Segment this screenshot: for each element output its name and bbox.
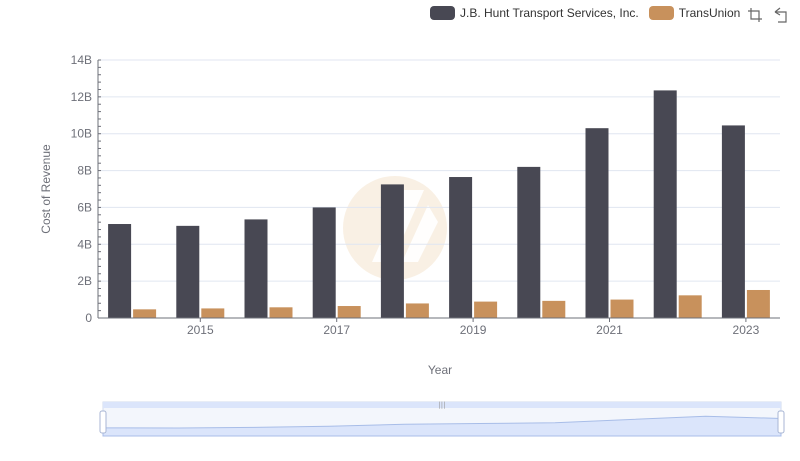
slider-handle-left[interactable] [99,410,107,434]
bar-jbhunt-2019[interactable] [449,177,473,318]
bar-jbhunt-2018[interactable] [380,184,404,318]
legend-label-jbhunt: J.B. Hunt Transport Services, Inc. [460,6,639,20]
y-tick-label: 12B [71,90,92,104]
bar-jbhunt-2022[interactable] [653,90,677,319]
bar-jbhunt-2016[interactable] [244,219,268,318]
bar-jbhunt-2020[interactable] [517,166,541,318]
y-tick-label: 2B [77,274,92,288]
bar-transunion-2019[interactable] [474,301,498,318]
y-tick-label: 4B [77,237,92,251]
bar-transunion-2021[interactable] [610,299,634,318]
chart-legend: J.B. Hunt Transport Services, Inc. Trans… [430,4,750,22]
bar-transunion-2015[interactable] [201,308,225,318]
x-tick-label: 2015 [187,323,214,337]
bar-jbhunt-2014[interactable] [108,224,132,318]
chart-toolbox [746,6,790,24]
bars-layer [108,90,770,319]
bar-jbhunt-2015[interactable] [176,225,200,318]
x-tick-label: 2019 [460,323,487,337]
bar-transunion-2023[interactable] [746,289,770,318]
y-tick-label: 6B [77,200,92,214]
bar-transunion-2022[interactable] [678,295,702,318]
bar-transunion-2016[interactable] [269,307,293,318]
legend-item-transunion[interactable]: TransUnion [648,6,741,20]
x-tick-label: 2021 [596,323,623,337]
y-tick-label: 0 [85,311,92,325]
slider-grip-icon[interactable]: ||| [438,401,445,409]
bar-transunion-2014[interactable] [133,309,157,318]
data-zoom-slider[interactable]: ||| [99,401,785,437]
bar-jbhunt-2021[interactable] [585,128,609,318]
zoom-icon[interactable] [746,6,764,24]
slider-handle-right[interactable] [777,410,785,434]
y-tick-label: 10B [71,127,92,141]
bar-jbhunt-2023[interactable] [721,125,745,319]
legend-swatch-transunion [648,6,674,20]
bar-transunion-2018[interactable] [405,303,429,318]
bar-transunion-2020[interactable] [542,300,566,318]
legend-label-transunion: TransUnion [678,6,741,20]
x-axis-title: Year [428,363,452,377]
axes-layer: 0 2B 4B 6B 8B 10B 12B 14B 2015 2017 2019 2021 2023 [71,53,780,337]
y-axis-title: Cost of Revenue [39,144,53,234]
y-tick-label: 8B [77,164,92,178]
y-tick-label: 14B [71,53,92,67]
legend-swatch-jbhunt [430,6,455,20]
x-tick-label: 2017 [323,323,350,337]
legend-item-jbhunt[interactable]: J.B. Hunt Transport Services, Inc. [430,6,639,20]
bar-transunion-2017[interactable] [337,306,361,318]
zoom-reset-icon[interactable] [772,6,790,24]
x-tick-label: 2023 [733,323,760,337]
bar-jbhunt-2017[interactable] [312,207,336,318]
